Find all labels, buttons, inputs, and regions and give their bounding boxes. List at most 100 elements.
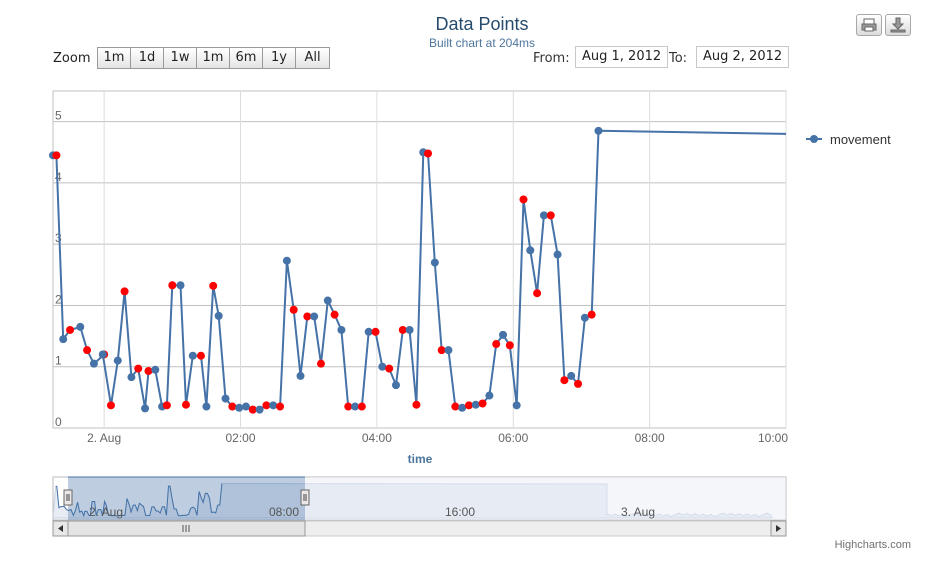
- data-point[interactable]: [539, 211, 548, 220]
- data-point[interactable]: [141, 404, 150, 413]
- data-point[interactable]: [430, 258, 439, 267]
- data-point[interactable]: [188, 351, 197, 360]
- zoom-1m-b-button[interactable]: 1m: [197, 48, 230, 68]
- data-point[interactable]: [162, 401, 171, 410]
- data-point[interactable]: [357, 402, 366, 411]
- data-point[interactable]: [330, 310, 339, 319]
- data-point[interactable]: [228, 402, 237, 411]
- data-point[interactable]: [196, 351, 205, 360]
- data-point[interactable]: [151, 365, 160, 374]
- zoom-1w-button[interactable]: 1w: [164, 48, 197, 68]
- zoom-1d-button[interactable]: 1d: [131, 48, 164, 68]
- data-point[interactable]: [553, 250, 562, 259]
- data-point[interactable]: [378, 362, 387, 371]
- data-point[interactable]: [546, 211, 555, 220]
- scrollbar[interactable]: [52, 520, 787, 537]
- data-point[interactable]: [310, 312, 319, 321]
- data-point[interactable]: [59, 335, 68, 344]
- print-button[interactable]: [856, 14, 882, 36]
- data-point[interactable]: [235, 403, 244, 412]
- data-point[interactable]: [262, 401, 271, 410]
- data-point[interactable]: [176, 281, 185, 290]
- data-point[interactable]: [458, 403, 467, 412]
- data-point[interactable]: [405, 325, 414, 334]
- data-point[interactable]: [371, 327, 380, 336]
- data-point[interactable]: [344, 402, 353, 411]
- navigator-handle-right[interactable]: [300, 489, 310, 506]
- data-point[interactable]: [248, 405, 257, 414]
- data-point[interactable]: [391, 381, 400, 390]
- data-point[interactable]: [485, 391, 494, 400]
- data-point[interactable]: [144, 367, 153, 376]
- data-point[interactable]: [296, 371, 305, 380]
- data-point[interactable]: [351, 402, 360, 411]
- data-point[interactable]: [214, 311, 223, 320]
- legend[interactable]: movement: [806, 132, 891, 147]
- zoom-1m-button[interactable]: 1m: [98, 48, 131, 68]
- data-point[interactable]: [323, 296, 332, 305]
- data-point[interactable]: [412, 400, 421, 409]
- credits-link[interactable]: Highcharts.com: [835, 539, 911, 551]
- data-point[interactable]: [505, 341, 514, 350]
- data-point[interactable]: [512, 401, 521, 410]
- data-point[interactable]: [364, 327, 373, 336]
- data-point[interactable]: [424, 149, 433, 158]
- data-point[interactable]: [594, 126, 603, 135]
- data-point[interactable]: [492, 340, 501, 349]
- from-date-input[interactable]: Aug 1, 2012: [575, 46, 669, 68]
- data-point[interactable]: [567, 371, 576, 380]
- data-point[interactable]: [168, 281, 177, 290]
- data-point[interactable]: [106, 401, 115, 410]
- data-point[interactable]: [316, 359, 325, 368]
- data-point[interactable]: [478, 399, 487, 408]
- data-point[interactable]: [221, 394, 230, 403]
- data-point[interactable]: [134, 364, 143, 373]
- data-point[interactable]: [499, 330, 508, 339]
- x-axis-ticks: 2. Aug 02:00 04:00 06:00 08:00 10:00: [87, 431, 788, 445]
- data-point[interactable]: [574, 379, 583, 388]
- zoom-6m-button[interactable]: 6m: [230, 48, 263, 68]
- data-point[interactable]: [385, 364, 394, 373]
- data-point[interactable]: [526, 246, 535, 255]
- data-point[interactable]: [437, 346, 446, 355]
- data-point[interactable]: [444, 346, 453, 355]
- data-point[interactable]: [471, 400, 480, 409]
- data-point[interactable]: [120, 287, 129, 296]
- data-point[interactable]: [276, 402, 285, 411]
- data-point[interactable]: [282, 256, 291, 265]
- data-point[interactable]: [289, 305, 298, 314]
- data-point[interactable]: [209, 281, 218, 290]
- data-point[interactable]: [255, 405, 264, 414]
- y-tick-label: 0: [55, 415, 62, 429]
- data-point[interactable]: [89, 359, 98, 368]
- navigator[interactable]: 2. Aug 08:00 16:00 3. Aug: [52, 476, 787, 521]
- data-point[interactable]: [66, 325, 75, 334]
- data-point[interactable]: [113, 356, 122, 365]
- data-point[interactable]: [98, 350, 107, 359]
- data-point[interactable]: [337, 325, 346, 334]
- data-point[interactable]: [76, 322, 85, 331]
- data-point[interactable]: [451, 402, 460, 411]
- to-date-input[interactable]: Aug 2, 2012: [696, 46, 790, 68]
- data-point[interactable]: [580, 313, 589, 322]
- data-point[interactable]: [181, 400, 190, 409]
- download-button[interactable]: [885, 14, 911, 36]
- navigator-labels: 2. Aug 08:00 16:00 3. Aug: [89, 505, 655, 519]
- data-point[interactable]: [587, 310, 596, 319]
- zoom-all-button[interactable]: All: [296, 48, 329, 68]
- navigator-mask-right: [305, 477, 786, 520]
- data-point[interactable]: [269, 401, 278, 410]
- data-point[interactable]: [241, 402, 250, 411]
- navigator-handle-left[interactable]: [63, 489, 73, 506]
- zoom-1y-button[interactable]: 1y: [263, 48, 296, 68]
- data-point[interactable]: [560, 376, 569, 385]
- data-point[interactable]: [519, 195, 528, 204]
- data-point[interactable]: [202, 402, 211, 411]
- data-point[interactable]: [83, 346, 92, 355]
- data-point[interactable]: [464, 401, 473, 410]
- data-point[interactable]: [303, 312, 312, 321]
- data-point[interactable]: [52, 151, 61, 160]
- data-point[interactable]: [533, 289, 542, 298]
- data-point[interactable]: [398, 325, 407, 334]
- data-point[interactable]: [127, 373, 136, 382]
